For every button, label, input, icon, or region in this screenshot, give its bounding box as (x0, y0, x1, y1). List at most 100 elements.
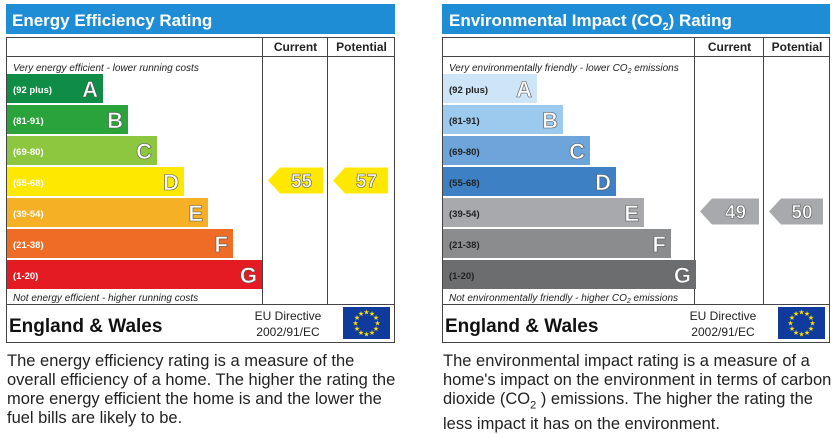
band-letter: C (569, 139, 585, 164)
band-letter: B (542, 108, 558, 133)
band-bar (443, 229, 671, 258)
current-rating-arrow (268, 167, 323, 194)
eu-star-icon: ★ (793, 310, 799, 318)
bottom-note: Not environmentally friendly - higher CO… (449, 293, 678, 305)
band-range: (81-91) (449, 116, 480, 127)
eu-star-icon: ★ (804, 310, 810, 318)
potential-rating-arrow (333, 167, 388, 194)
band-range: (1-20) (13, 271, 38, 282)
energy-efficiency-chart: Energy Efficiency Rating Current Potentia… (6, 4, 395, 343)
band-range: (21-38) (449, 240, 480, 251)
potential-column-header: Potential (772, 40, 823, 54)
directive-line-2: 2002/91/EC (691, 325, 755, 339)
directive-line-1: EU Directive (255, 309, 322, 323)
potential-rating-value: 57 (356, 172, 377, 193)
band-bar (443, 74, 537, 103)
current-column-header: Current (274, 40, 317, 54)
band-letter: A (516, 77, 532, 102)
eu-star-icon: ★ (363, 309, 369, 317)
band-letter: D (163, 170, 179, 195)
band-range: (55-68) (449, 178, 480, 189)
eu-star-icon: ★ (798, 309, 804, 317)
eu-star-icon: ★ (369, 329, 375, 337)
band-letter: D (595, 170, 611, 195)
band-bar (443, 105, 563, 134)
band-range: (69-80) (13, 147, 44, 158)
band-range: (69-80) (449, 147, 480, 158)
eu-star-icon: ★ (354, 314, 360, 322)
band-letter: E (188, 201, 203, 226)
band-letter: A (82, 77, 98, 102)
directive-line-2: 2002/91/EC (256, 325, 320, 339)
title-bar (6, 4, 395, 34)
band-bar (7, 74, 103, 103)
band-letter: C (136, 139, 152, 164)
environmental-description: The environmental impact rating is a mea… (443, 352, 832, 434)
band-letter: F (653, 232, 666, 257)
eu-star-icon: ★ (789, 325, 795, 333)
top-note: Very energy efficient - lower running co… (13, 63, 199, 74)
band-bar (7, 198, 208, 227)
band-bar (7, 136, 157, 165)
eu-star-icon: ★ (373, 325, 379, 333)
eu-star-icon: ★ (793, 329, 799, 337)
eu-star-icon: ★ (369, 310, 375, 318)
chart-frame (442, 37, 830, 343)
band-letter: G (674, 263, 691, 288)
chart-title: Environmental Impact (CO2) Rating (449, 11, 732, 33)
eu-star-icon: ★ (809, 320, 815, 328)
band-letter: E (624, 201, 639, 226)
band-bar (7, 260, 262, 289)
potential-rating-arrow (769, 198, 823, 225)
band-bar (7, 167, 184, 196)
band-range: (21-38) (13, 240, 44, 251)
energy-description: The energy efficiency rating is a measur… (7, 352, 396, 427)
band-bar (7, 105, 128, 134)
eu-star-icon: ★ (358, 310, 364, 318)
eu-star-icon: ★ (804, 329, 810, 337)
eu-star-icon: ★ (808, 314, 814, 322)
eu-star-icon: ★ (363, 331, 369, 339)
eu-star-icon: ★ (354, 325, 360, 333)
band-bar (443, 260, 696, 289)
eu-star-icon: ★ (352, 320, 358, 328)
top-note: Very environmentally friendly - lower CO… (449, 63, 679, 75)
eu-flag-icon (343, 307, 390, 339)
band-range: (92 plus) (449, 85, 488, 96)
potential-rating-value: 50 (791, 203, 812, 224)
region-label: England & Wales (9, 316, 162, 337)
band-range: (39-54) (13, 209, 44, 220)
chart-frame (6, 37, 395, 343)
chart-title: Energy Efficiency Rating (12, 11, 212, 30)
current-rating-value: 49 (725, 203, 746, 224)
bottom-note: Not energy efficient - higher running co… (13, 293, 198, 304)
band-range: (39-54) (449, 209, 480, 220)
band-bar (7, 229, 233, 258)
band-bar (443, 198, 644, 227)
current-rating-value: 55 (291, 172, 313, 193)
band-bar (443, 136, 590, 165)
eu-star-icon: ★ (373, 314, 379, 322)
environmental-impact-chart: Environmental Impact (CO2) Rating Curren… (442, 4, 830, 343)
band-range: (55-68) (13, 178, 44, 189)
eu-star-icon: ★ (787, 320, 793, 328)
band-letter: F (215, 232, 228, 257)
band-bar (443, 167, 616, 196)
directive-line-1: EU Directive (690, 309, 757, 323)
band-range: (92 plus) (13, 85, 52, 96)
eu-star-icon: ★ (789, 314, 795, 322)
region-label: England & Wales (445, 316, 598, 337)
current-column-header: Current (708, 40, 751, 54)
band-letter: B (107, 108, 123, 133)
potential-column-header: Potential (336, 40, 387, 54)
band-letter: G (240, 263, 257, 288)
eu-flag-icon (778, 307, 825, 339)
eu-star-icon: ★ (358, 329, 364, 337)
eu-star-icon: ★ (808, 325, 814, 333)
band-range: (1-20) (449, 271, 474, 282)
eu-star-icon: ★ (798, 331, 804, 339)
title-bar (442, 4, 830, 34)
eu-star-icon: ★ (374, 320, 380, 328)
current-rating-arrow (700, 198, 759, 225)
band-range: (81-91) (13, 116, 44, 127)
